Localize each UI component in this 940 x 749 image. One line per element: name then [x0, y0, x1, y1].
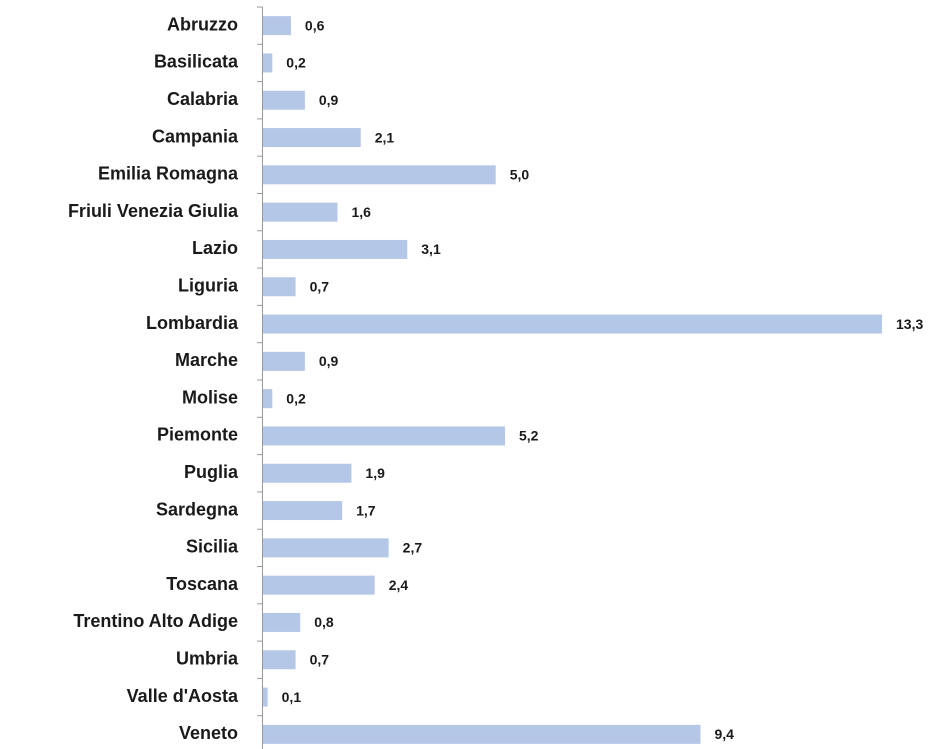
bar — [263, 612, 301, 632]
value-label: 2,1 — [375, 129, 395, 145]
category-label: Valle d'Aosta — [127, 686, 239, 706]
bar — [263, 426, 506, 446]
category-label: Sardegna — [156, 499, 239, 519]
bar — [263, 90, 305, 110]
value-label: 0,8 — [314, 614, 334, 630]
value-label: 0,2 — [286, 55, 306, 71]
category-label: Friuli Venezia Giulia — [68, 201, 239, 221]
category-label: Umbria — [176, 649, 239, 669]
value-label: 9,4 — [714, 726, 734, 742]
bar — [263, 239, 408, 259]
category-label: Veneto — [179, 723, 238, 743]
category-label: Calabria — [167, 89, 239, 109]
category-label: Trentino Alto Adige — [73, 611, 238, 631]
value-label: 1,6 — [351, 204, 371, 220]
category-label: Sicilia — [186, 537, 239, 557]
value-label: 0,9 — [319, 353, 339, 369]
bar — [263, 575, 375, 595]
bar — [263, 650, 296, 670]
bar — [263, 202, 338, 222]
value-label: 13,3 — [896, 316, 923, 332]
bar — [263, 53, 273, 73]
bar — [263, 538, 389, 558]
category-label: Lazio — [192, 238, 238, 258]
category-label: Liguria — [178, 276, 239, 296]
value-label: 2,4 — [389, 577, 409, 593]
category-label: Abruzzo — [167, 14, 238, 34]
value-label: 0,7 — [310, 278, 330, 294]
category-label: Emilia Romagna — [98, 164, 239, 184]
value-label: 0,6 — [305, 17, 325, 33]
bar — [263, 351, 305, 371]
bar — [263, 165, 496, 185]
value-label: 3,1 — [421, 241, 441, 257]
value-label: 0,7 — [310, 651, 330, 667]
category-label: Molise — [182, 387, 238, 407]
bar — [263, 277, 296, 297]
value-label: 1,7 — [356, 502, 376, 518]
bar — [263, 463, 352, 483]
category-label: Marche — [175, 350, 238, 370]
category-label: Basilicata — [154, 52, 239, 72]
category-label: Toscana — [166, 574, 239, 594]
category-label: Lombardia — [146, 313, 239, 333]
bar — [263, 389, 273, 409]
bar — [263, 501, 343, 521]
bar — [263, 724, 701, 744]
value-label: 5,0 — [510, 167, 530, 183]
bar — [263, 687, 268, 707]
value-label: 1,9 — [365, 465, 385, 481]
value-label: 0,2 — [286, 390, 306, 406]
bar — [263, 314, 882, 334]
value-label: 5,2 — [519, 428, 539, 444]
category-label: Campania — [152, 126, 239, 146]
category-label: Puglia — [184, 462, 239, 482]
value-label: 0,9 — [319, 92, 339, 108]
bar — [263, 128, 361, 148]
value-label: 2,7 — [403, 540, 423, 556]
bar — [263, 16, 291, 36]
category-label: Piemonte — [157, 425, 238, 445]
value-label: 0,1 — [282, 689, 302, 705]
